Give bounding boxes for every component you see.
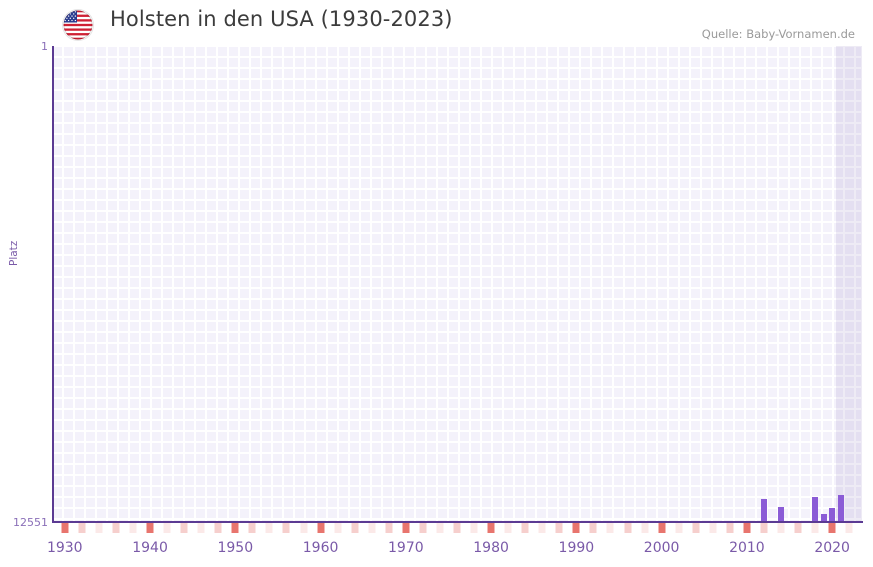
x-axis-line [52, 521, 863, 523]
x-axis-tick-minor [845, 523, 853, 533]
chart-bar [777, 506, 785, 522]
x-axis-tick-label: 1960 [302, 540, 339, 556]
chart-bars [52, 46, 862, 522]
x-axis-tick-label: 1980 [473, 540, 509, 556]
x-axis-tick-minor [760, 523, 768, 533]
x-axis-tick-minor [675, 523, 683, 533]
x-axis-tick-major [572, 523, 580, 533]
x-axis-tick-minor [368, 523, 376, 533]
x-axis-tick-minor [248, 523, 256, 533]
x-axis-tick-minor [300, 523, 308, 533]
x-axis-tick-minor [811, 523, 819, 533]
source-attribution: Quelle: Baby-Vornamen.de [701, 27, 855, 41]
y-axis-title: Platz [8, 240, 20, 266]
x-axis-tick-minor [95, 523, 103, 533]
x-axis-tick-minor [606, 523, 614, 533]
y-axis-line [52, 46, 54, 523]
x-axis-tick-major [146, 523, 154, 533]
x-axis-tick-minor [726, 523, 734, 533]
x-axis-tick-minor [521, 523, 529, 533]
x-axis-tick-label: 1930 [46, 540, 83, 556]
x-axis-tick-major [317, 523, 325, 533]
x-axis-tick-minor [436, 523, 444, 533]
x-axis-tick-minor [794, 523, 802, 533]
x-axis-tick-minor [777, 523, 785, 533]
x-axis-tick-major [231, 523, 239, 533]
x-axis-tick-minor [385, 523, 393, 533]
x-axis-tick-minor [538, 523, 546, 533]
x-axis-tick-label: 1970 [388, 540, 424, 556]
y-axis-tick-top: 1 [41, 40, 48, 53]
x-axis-tick-major [61, 523, 69, 533]
x-axis-tick-minor [334, 523, 342, 533]
chart-bar [820, 514, 827, 522]
x-axis-tick-major [743, 523, 751, 533]
y-axis-tick-bottom: 12551 [13, 516, 48, 529]
x-axis-tick-minor [419, 523, 427, 533]
x-axis-tick-major [402, 523, 410, 533]
x-axis-tick-label: 1990 [558, 540, 595, 556]
x-axis-tick-major [487, 523, 495, 533]
x-axis-tick-minor [589, 523, 597, 533]
x-axis-tick-minor [709, 523, 717, 533]
chart-bar [760, 499, 767, 522]
chart-bar [812, 497, 819, 522]
us-flag-circle-icon [63, 10, 93, 40]
x-axis-tick-minor [641, 523, 649, 533]
x-axis-tick-minor [163, 523, 171, 533]
x-axis-tick-label: 2000 [643, 540, 680, 556]
chart-gridlines [52, 46, 862, 522]
x-axis-tick-minor [504, 523, 512, 533]
x-axis-tick-minor [78, 523, 86, 533]
x-axis-tick-minor [180, 523, 188, 533]
chart-header: Holsten in den USA (1930-2023) Quelle: B… [0, 0, 873, 44]
x-axis-tick-label: 1940 [132, 540, 168, 556]
x-axis-tick-minor [214, 523, 222, 533]
x-axis-tick-minor [197, 523, 205, 533]
x-axis-tick-minor [112, 523, 120, 533]
x-axis-tick-minor [692, 523, 700, 533]
page-title: Holsten in den USA (1930-2023) [110, 7, 453, 31]
chart-bar [837, 495, 844, 522]
x-axis-tick-minor [624, 523, 632, 533]
x-axis-tick-label: 2020 [814, 540, 850, 556]
chart-bar [829, 507, 836, 522]
x-axis-tick-minor [265, 523, 273, 533]
x-axis-tick-minor [129, 523, 137, 533]
x-axis-tick-major [828, 523, 836, 533]
chart-plot-area [52, 46, 862, 522]
x-axis-tick-label: 2010 [729, 540, 765, 556]
x-axis-tick-minor [282, 523, 290, 533]
x-axis-tick-minor [453, 523, 461, 533]
x-axis-tick-minor [555, 523, 563, 533]
x-axis-tick-label: 1950 [217, 540, 254, 556]
x-axis-tick-minor [470, 523, 478, 533]
x-axis-tick-major [658, 523, 666, 533]
x-axis-tick-minor [351, 523, 359, 533]
